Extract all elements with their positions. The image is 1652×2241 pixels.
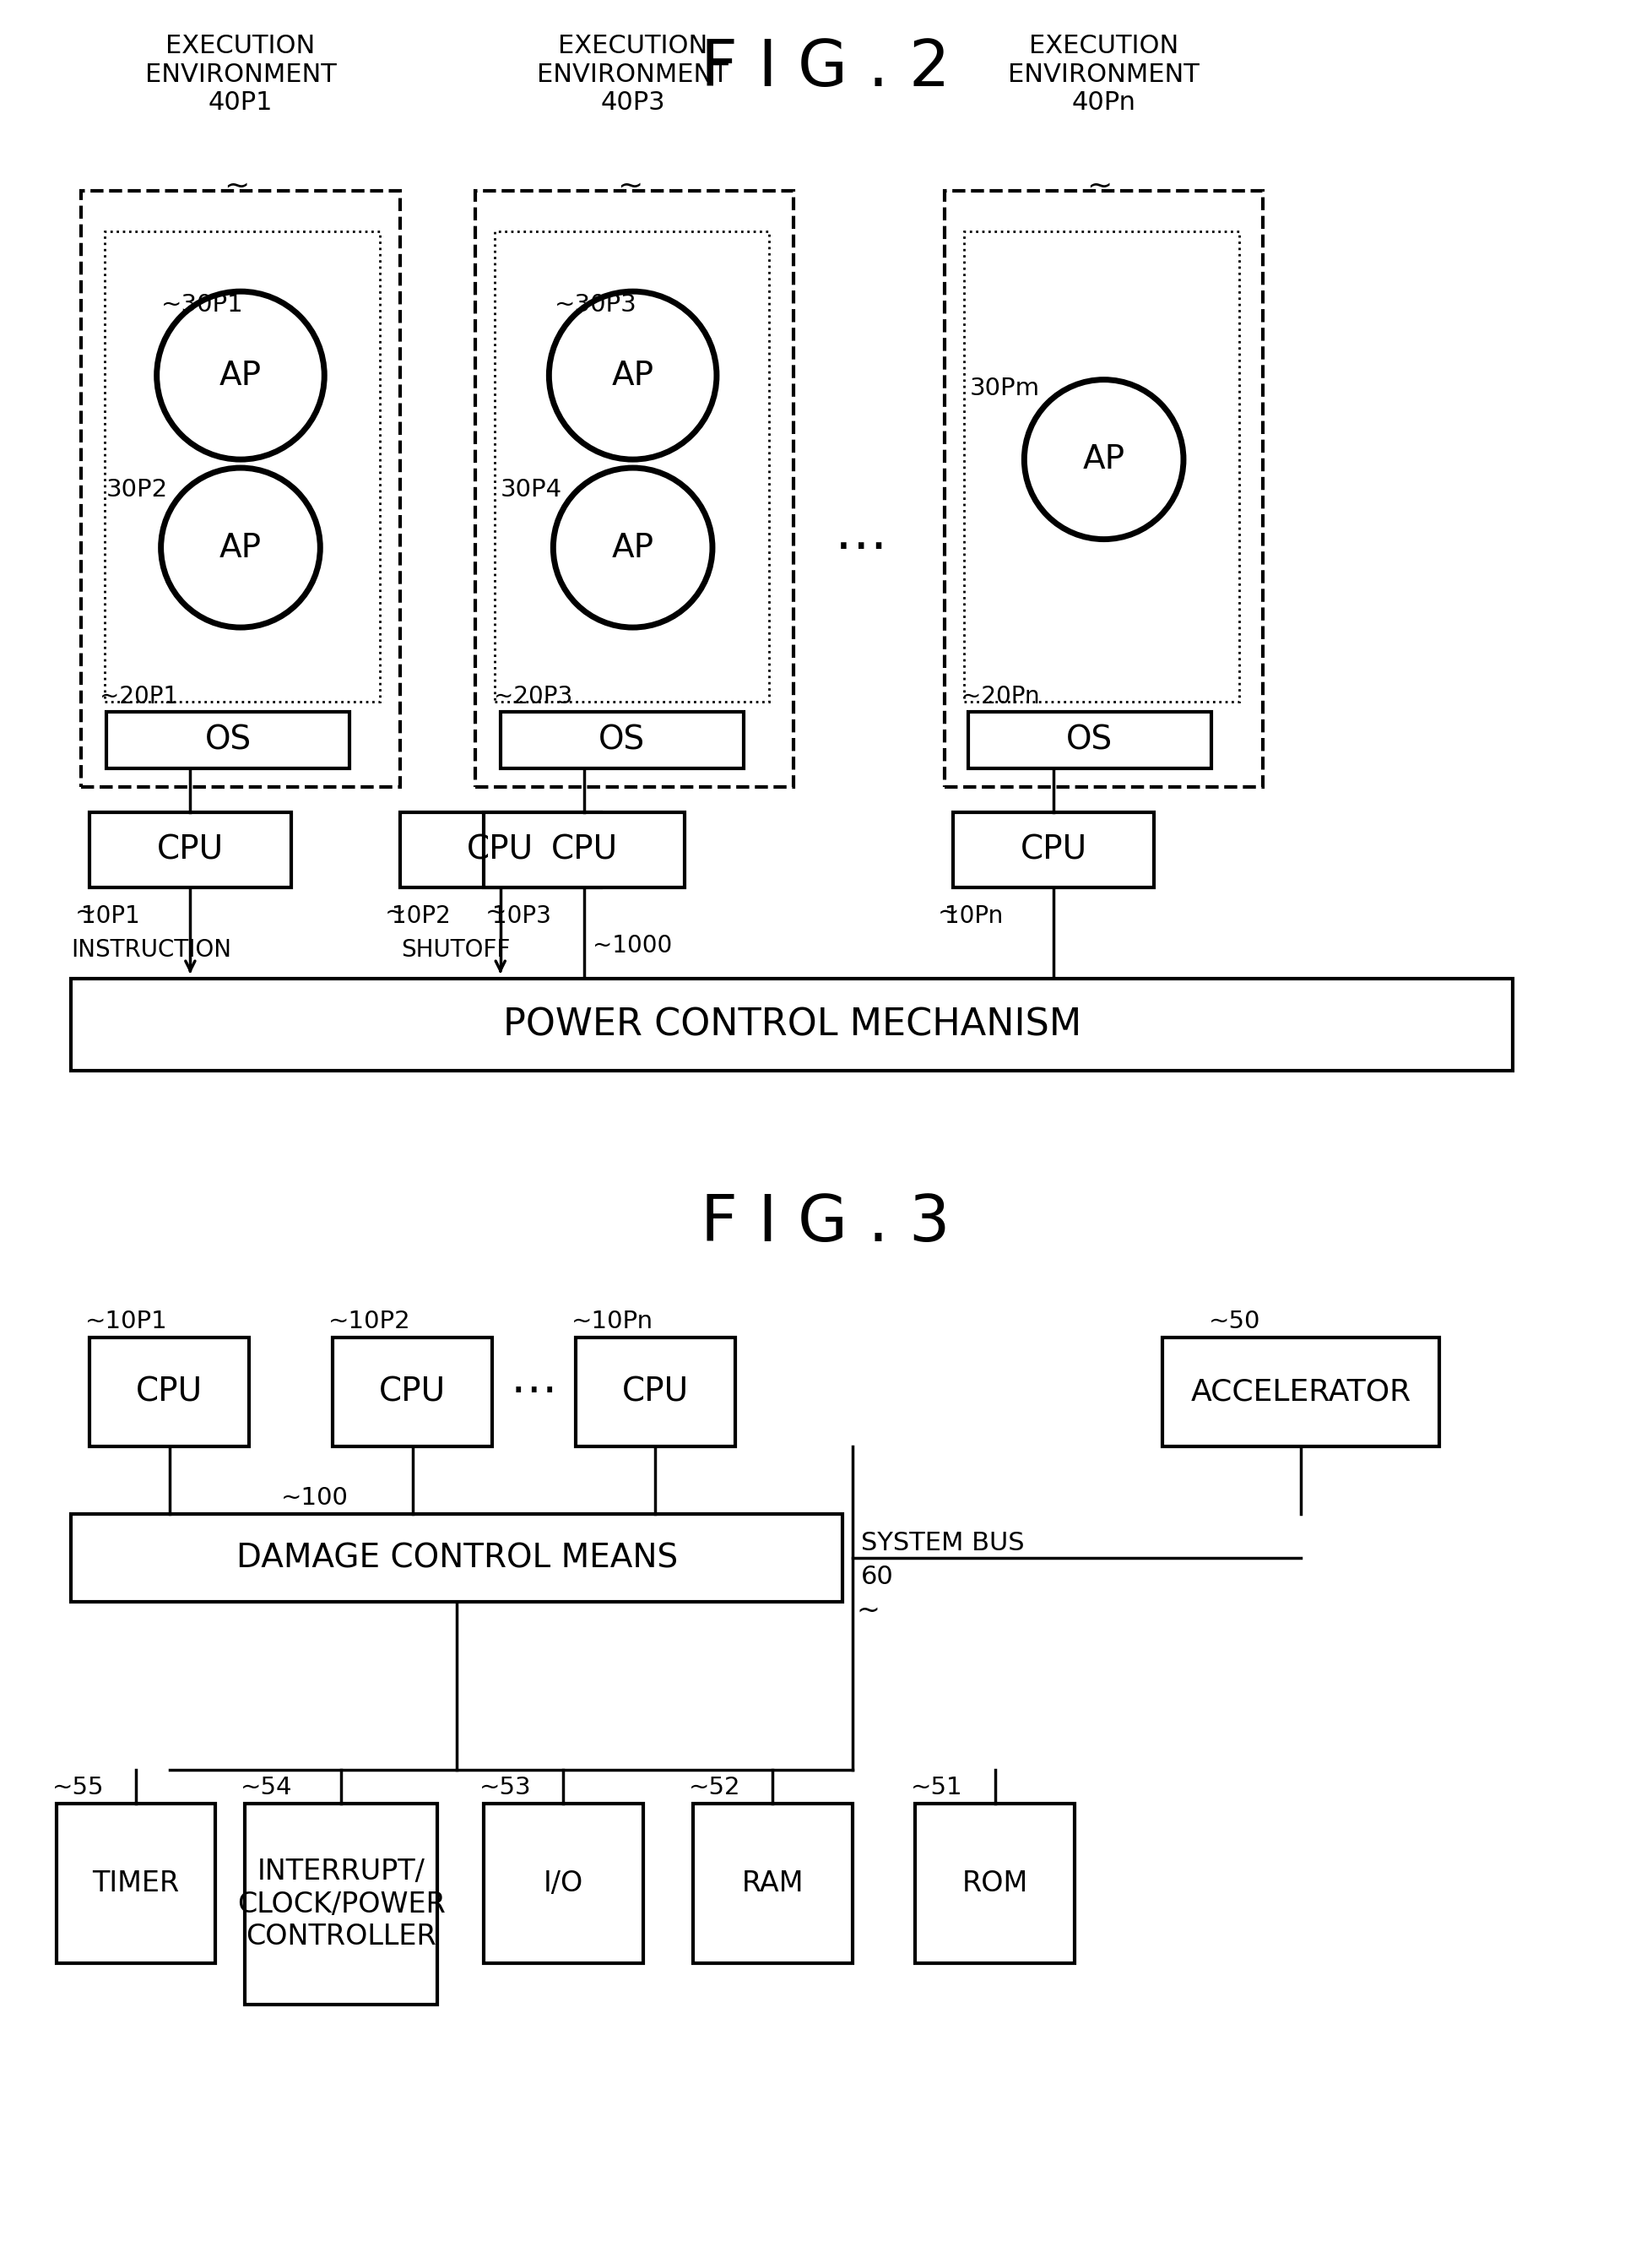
Bar <box>104 231 380 701</box>
Text: ~100: ~100 <box>281 1486 349 1510</box>
Text: 60: 60 <box>861 1564 894 1589</box>
Text: ~53: ~53 <box>479 1775 532 1800</box>
Bar <box>332 1338 492 1445</box>
Bar <box>915 1804 1074 1963</box>
Text: 10P2: 10P2 <box>392 905 451 928</box>
Bar <box>484 811 686 887</box>
Text: ~1000: ~1000 <box>593 934 672 957</box>
Text: AP: AP <box>611 531 654 565</box>
Text: ~10Pn: ~10Pn <box>572 1309 654 1333</box>
Text: ROM: ROM <box>961 1869 1028 1898</box>
Text: ~20P3: ~20P3 <box>494 684 572 708</box>
Bar <box>963 231 1239 701</box>
Circle shape <box>553 468 712 627</box>
Bar <box>244 1804 438 2006</box>
Text: AP: AP <box>611 359 654 392</box>
Bar <box>56 1804 215 1963</box>
Bar <box>1163 1338 1439 1445</box>
Text: 10P1: 10P1 <box>81 905 140 928</box>
Bar <box>81 190 400 787</box>
Text: CPU: CPU <box>378 1376 446 1407</box>
Bar <box>400 811 601 887</box>
Bar <box>71 1513 843 1602</box>
Circle shape <box>160 468 320 627</box>
Text: INSTRUCTION: INSTRUCTION <box>71 939 231 961</box>
Text: ~: ~ <box>74 901 96 926</box>
Text: ~10P2: ~10P2 <box>329 1309 411 1333</box>
Text: ⋯: ⋯ <box>834 522 887 574</box>
Text: EXECUTION
ENVIRONMENT
40P1: EXECUTION ENVIRONMENT 40P1 <box>145 34 337 114</box>
Text: ~20P1: ~20P1 <box>99 684 178 708</box>
Text: ⋯: ⋯ <box>510 1369 557 1414</box>
Text: OS: OS <box>205 724 251 755</box>
Text: CPU: CPU <box>157 834 223 865</box>
Text: ~: ~ <box>1087 173 1112 202</box>
Text: ~: ~ <box>223 173 249 202</box>
Text: EXECUTION
ENVIRONMENT
40Pn: EXECUTION ENVIRONMENT 40Pn <box>1008 34 1199 114</box>
Text: AP: AP <box>220 531 261 565</box>
Bar <box>89 811 291 887</box>
Text: ~50: ~50 <box>1209 1309 1260 1333</box>
Bar <box>494 231 770 701</box>
Text: CPU: CPU <box>1021 834 1087 865</box>
Text: ~: ~ <box>857 1596 881 1625</box>
Text: 30P2: 30P2 <box>106 477 169 502</box>
Text: ~: ~ <box>618 173 643 202</box>
Text: SHUTOFF: SHUTOFF <box>401 939 510 961</box>
Text: F I G . 3: F I G . 3 <box>700 1192 950 1255</box>
Text: SYSTEM BUS: SYSTEM BUS <box>861 1531 1024 1555</box>
Text: ~51: ~51 <box>910 1775 963 1800</box>
Text: ~52: ~52 <box>689 1775 740 1800</box>
Text: OS: OS <box>1066 724 1113 755</box>
Bar <box>106 710 350 769</box>
Text: CPU: CPU <box>623 1376 689 1407</box>
Bar <box>476 190 793 787</box>
Text: ~30P3: ~30P3 <box>555 294 638 316</box>
Text: 30Pm: 30Pm <box>970 376 1039 401</box>
Text: CPU: CPU <box>135 1376 203 1407</box>
Text: EXECUTION
ENVIRONMENT
40P3: EXECUTION ENVIRONMENT 40P3 <box>537 34 729 114</box>
Text: ACCELERATOR: ACCELERATOR <box>1191 1378 1411 1405</box>
Text: 10P3: 10P3 <box>492 905 552 928</box>
Circle shape <box>1024 379 1183 540</box>
Text: CPU: CPU <box>550 834 618 865</box>
Text: ~20Pn: ~20Pn <box>961 684 1039 708</box>
Text: AP: AP <box>220 359 261 392</box>
Text: ~: ~ <box>938 901 960 926</box>
Text: RAM: RAM <box>742 1869 805 1898</box>
Text: ~54: ~54 <box>241 1775 292 1800</box>
Text: F I G . 2: F I G . 2 <box>700 36 950 99</box>
Text: POWER CONTROL MECHANISM: POWER CONTROL MECHANISM <box>502 1006 1082 1042</box>
Text: CPU: CPU <box>468 834 534 865</box>
Text: OS: OS <box>598 724 646 755</box>
Text: TIMER: TIMER <box>93 1869 180 1898</box>
Text: I/O: I/O <box>544 1869 583 1898</box>
Bar <box>694 1804 852 1963</box>
Text: INTERRUPT/
CLOCK/POWER
CONTROLLER: INTERRUPT/ CLOCK/POWER CONTROLLER <box>236 1858 446 1950</box>
Bar <box>945 190 1264 787</box>
Bar <box>577 1338 735 1445</box>
Text: DAMAGE CONTROL MEANS: DAMAGE CONTROL MEANS <box>236 1542 677 1573</box>
Circle shape <box>157 291 324 459</box>
Text: 10Pn: 10Pn <box>945 905 1003 928</box>
Bar <box>89 1338 249 1445</box>
Text: ~: ~ <box>385 901 406 926</box>
Text: ~10P1: ~10P1 <box>86 1309 169 1333</box>
Text: AP: AP <box>1082 444 1125 475</box>
Text: ~55: ~55 <box>51 1775 104 1800</box>
Bar <box>484 1804 643 1963</box>
Bar <box>501 710 743 769</box>
Text: 30P4: 30P4 <box>501 477 562 502</box>
Bar <box>953 811 1155 887</box>
Bar <box>968 710 1211 769</box>
Text: ~30P1: ~30P1 <box>160 294 243 316</box>
Text: ~: ~ <box>486 901 507 926</box>
Circle shape <box>548 291 717 459</box>
Bar <box>71 979 1513 1071</box>
